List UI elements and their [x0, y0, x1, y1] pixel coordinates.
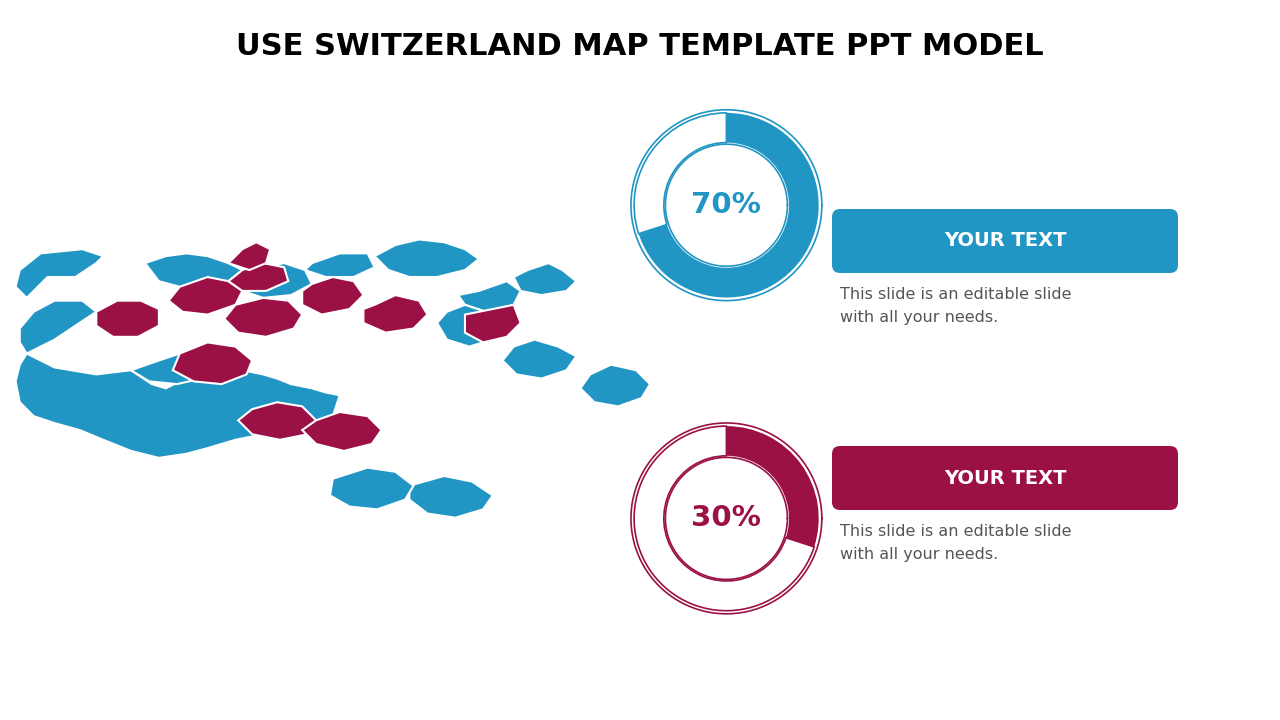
Polygon shape [19, 301, 96, 354]
Polygon shape [15, 249, 104, 298]
Polygon shape [458, 282, 521, 312]
Polygon shape [96, 301, 159, 337]
Polygon shape [238, 402, 316, 440]
FancyBboxPatch shape [832, 209, 1178, 273]
Polygon shape [438, 305, 503, 346]
Polygon shape [228, 242, 270, 270]
Polygon shape [465, 305, 521, 343]
Wedge shape [639, 113, 819, 297]
Polygon shape [503, 340, 576, 379]
Polygon shape [513, 263, 576, 295]
Polygon shape [305, 253, 375, 277]
Polygon shape [169, 277, 242, 315]
FancyBboxPatch shape [832, 446, 1178, 510]
Text: 30%: 30% [691, 505, 762, 532]
Text: YOUR TEXT: YOUR TEXT [943, 232, 1066, 251]
Polygon shape [173, 343, 252, 384]
Text: YOUR TEXT: YOUR TEXT [943, 469, 1066, 487]
Polygon shape [580, 364, 650, 406]
Polygon shape [302, 277, 364, 315]
Text: 70%: 70% [691, 192, 762, 219]
Polygon shape [375, 240, 479, 277]
Polygon shape [242, 263, 312, 298]
Text: USE SWITZERLAND MAP TEMPLATE PPT MODEL: USE SWITZERLAND MAP TEMPLATE PPT MODEL [237, 32, 1043, 61]
Polygon shape [15, 354, 339, 458]
Polygon shape [228, 263, 288, 291]
Polygon shape [224, 298, 302, 337]
Text: This slide is an editable slide
with all your needs.: This slide is an editable slide with all… [840, 524, 1071, 562]
Wedge shape [727, 426, 819, 547]
Polygon shape [131, 354, 215, 384]
Polygon shape [302, 412, 381, 451]
Text: This slide is an editable slide
with all your needs.: This slide is an editable slide with all… [840, 287, 1071, 325]
Polygon shape [330, 467, 413, 509]
Polygon shape [364, 295, 428, 333]
Polygon shape [410, 476, 493, 518]
Polygon shape [145, 253, 242, 287]
